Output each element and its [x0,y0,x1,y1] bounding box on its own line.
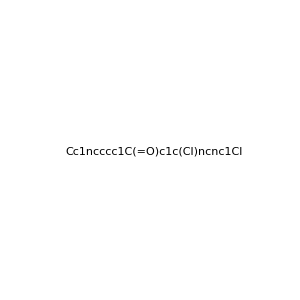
Text: Cc1ncccc1C(=O)c1c(Cl)ncnc1Cl: Cc1ncccc1C(=O)c1c(Cl)ncnc1Cl [65,146,242,157]
